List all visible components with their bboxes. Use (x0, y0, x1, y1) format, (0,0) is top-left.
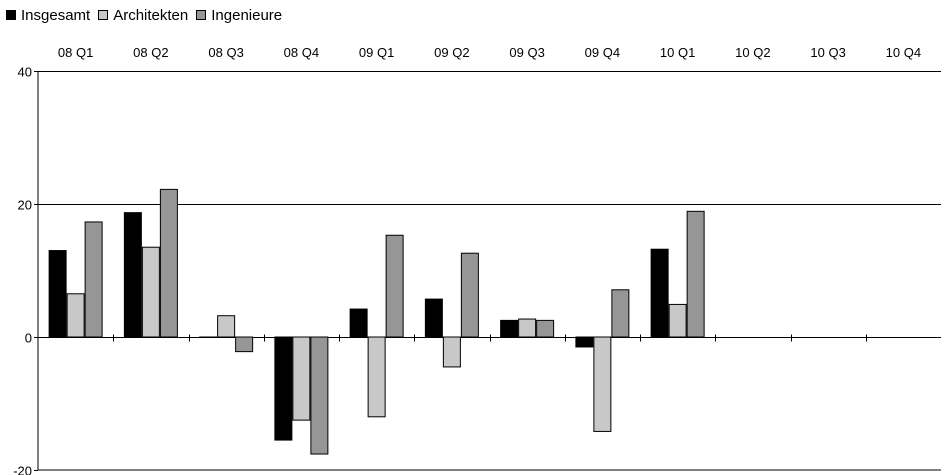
bar-insgesamt (275, 337, 292, 440)
bar-ingenieure (461, 253, 478, 337)
bar-ingenieure (85, 222, 102, 337)
y-tick-label: -20 (13, 464, 32, 475)
bar-ingenieure (537, 320, 554, 337)
bar-architekten (142, 247, 159, 337)
bar-insgesamt (501, 320, 518, 337)
bar-ingenieure (687, 211, 704, 337)
bar-insgesamt (651, 249, 668, 337)
bar-insgesamt (425, 299, 442, 337)
bar-architekten (368, 337, 385, 417)
bar-architekten (293, 337, 310, 420)
x-tick-label: 10 Q3 (810, 45, 845, 60)
x-tick-label: 08 Q3 (208, 45, 243, 60)
bar-insgesamt (49, 251, 66, 337)
x-tick-label: 10 Q1 (660, 45, 695, 60)
x-tick-label: 08 Q1 (58, 45, 93, 60)
bar-architekten (669, 304, 686, 337)
bar-insgesamt (124, 213, 141, 337)
bar-ingenieure (612, 290, 629, 337)
x-tick-label: 10 Q4 (886, 45, 921, 60)
x-tick-label: 10 Q2 (735, 45, 770, 60)
y-tick-label: 20 (18, 198, 32, 213)
bar-architekten (594, 337, 611, 431)
bar-architekten (443, 337, 460, 367)
bar-insgesamt (576, 337, 593, 347)
x-tick-label: 08 Q2 (133, 45, 168, 60)
bar-ingenieure (236, 337, 253, 352)
x-tick-label: 09 Q2 (434, 45, 469, 60)
bar-insgesamt (200, 337, 217, 338)
bar-ingenieure (160, 189, 177, 337)
y-tick-label: 40 (18, 65, 32, 80)
x-tick-label: 09 Q4 (585, 45, 620, 60)
x-tick-label: 09 Q1 (359, 45, 394, 60)
bar-ingenieure (386, 235, 403, 337)
bar-ingenieure (311, 337, 328, 454)
bar-architekten (67, 294, 84, 337)
y-tick-label: 0 (25, 331, 32, 346)
bar-architekten (218, 316, 235, 337)
x-tick-label: 09 Q3 (509, 45, 544, 60)
x-tick-label: 08 Q4 (284, 45, 319, 60)
bar-architekten (519, 319, 536, 337)
bar-insgesamt (350, 309, 367, 337)
